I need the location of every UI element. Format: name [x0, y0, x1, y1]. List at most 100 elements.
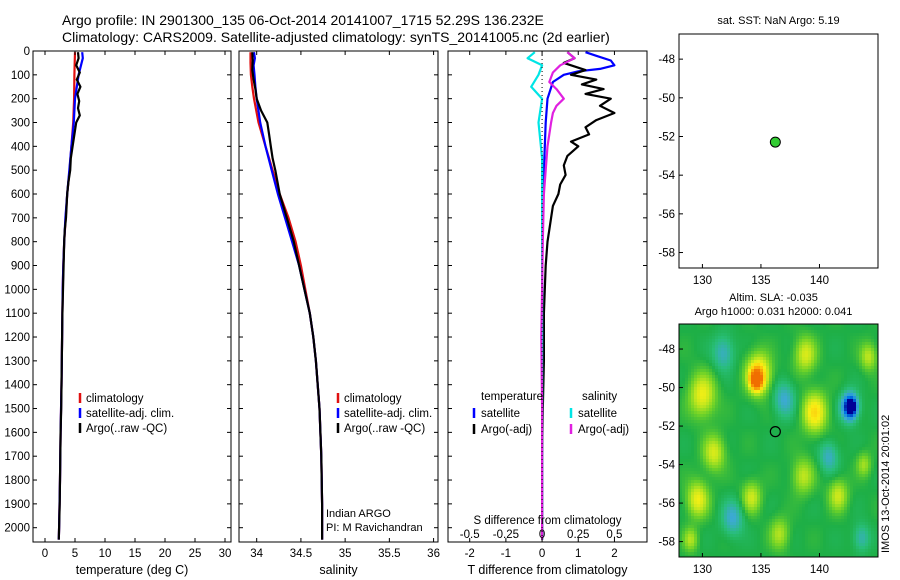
heatmap-cell: [844, 387, 848, 391]
heatmap-cell: [841, 405, 845, 409]
heatmap-cell: [694, 432, 698, 436]
heatmap-cell: [853, 471, 857, 475]
heatmap-cell: [724, 372, 728, 376]
heatmap-cell: [739, 462, 743, 466]
heatmap-cell: [856, 384, 860, 388]
heatmap-cell: [811, 354, 815, 358]
heatmap-cell: [799, 330, 803, 334]
heatmap-cell: [823, 498, 827, 502]
heatmap-cell: [865, 531, 869, 535]
heatmap-cell: [742, 444, 746, 448]
heatmap-cell: [730, 519, 734, 523]
heatmap-cell: [697, 324, 701, 328]
heatmap-cell: [859, 390, 863, 394]
heatmap-cell: [850, 351, 854, 355]
heatmap-cell: [748, 525, 752, 529]
heatmap-cell: [796, 483, 800, 487]
heatmap-cell: [754, 402, 758, 406]
heatmap-cell: [697, 477, 701, 481]
heatmap-cell: [679, 345, 683, 349]
heatmap-cell: [724, 504, 728, 508]
heatmap-cell: [721, 465, 725, 469]
heatmap-cell: [733, 468, 737, 472]
heatmap-cell: [841, 480, 845, 484]
heatmap-cell: [868, 459, 872, 463]
heatmap-cell: [814, 393, 818, 397]
heatmap-cell: [754, 522, 758, 526]
plot-frame: [447, 50, 648, 543]
heatmap-cell: [847, 483, 851, 487]
heatmap-cell: [691, 363, 695, 367]
heatmap-cell: [811, 390, 815, 394]
heatmap-cell: [781, 342, 785, 346]
heatmap-cell: [817, 393, 821, 397]
heatmap-cell: [838, 504, 842, 508]
heatmap-cell: [700, 444, 704, 448]
heatmap-cell: [811, 363, 815, 367]
heatmap-cell: [850, 342, 854, 346]
heatmap-cell: [682, 384, 686, 388]
heatmap-cell: [754, 438, 758, 442]
heatmap-cell: [769, 348, 773, 352]
heatmap-cell: [787, 426, 791, 430]
heatmap-cell: [808, 498, 812, 502]
heatmap-cell: [766, 459, 770, 463]
heatmap-cell: [874, 501, 878, 505]
heatmap-cell: [841, 444, 845, 448]
heatmap-cell: [688, 426, 692, 430]
heatmap-cell: [847, 405, 851, 409]
heatmap-cell: [763, 528, 767, 532]
heatmap-cell: [778, 447, 782, 451]
heatmap-cell: [736, 324, 740, 328]
heatmap-cell: [739, 486, 743, 490]
heatmap-cell: [685, 414, 689, 418]
heatmap-cell: [757, 441, 761, 445]
heatmap-cell: [694, 366, 698, 370]
heatmap-cell: [739, 510, 743, 514]
heatmap-cell: [721, 408, 725, 412]
heatmap-cell: [844, 369, 848, 373]
heatmap-cell: [730, 420, 734, 424]
heatmap-cell: [778, 408, 782, 412]
heatmap-cell: [805, 396, 809, 400]
heatmap-cell: [703, 480, 707, 484]
heatmap-cell: [793, 501, 797, 505]
heatmap-cell: [805, 459, 809, 463]
heatmap-cell: [814, 453, 818, 457]
heatmap-cell: [700, 519, 704, 523]
heatmap-cell: [799, 468, 803, 472]
heatmap-cell: [811, 432, 815, 436]
y-tick-label: 600: [11, 189, 30, 201]
heatmap-cell: [766, 339, 770, 343]
heatmap-cell: [808, 432, 812, 436]
heatmap-cell: [745, 336, 749, 340]
heatmap-cell: [832, 513, 836, 517]
heatmap-cell: [679, 432, 683, 436]
heatmap-cell: [682, 420, 686, 424]
heatmap-cell: [871, 525, 875, 529]
heatmap-cell: [763, 393, 767, 397]
heatmap-cell: [817, 459, 821, 463]
heatmap-cell: [706, 399, 710, 403]
heatmap-cell: [733, 516, 737, 520]
heatmap-cell: [865, 504, 869, 508]
heatmap-cell: [760, 483, 764, 487]
heatmap-cell: [748, 501, 752, 505]
legend-label: satellite-adj. clim.: [86, 408, 174, 420]
heatmap-cell: [715, 495, 719, 499]
heatmap-cell: [817, 474, 821, 478]
heatmap-cell: [742, 381, 746, 385]
heatmap-cell: [865, 519, 869, 523]
heatmap-cell: [817, 501, 821, 505]
heatmap-cell: [823, 378, 827, 382]
heatmap-cell: [763, 360, 767, 364]
heatmap-cell: [706, 405, 710, 409]
heatmap-cell: [850, 507, 854, 511]
heatmap-cell: [805, 531, 809, 535]
heatmap-cell: [793, 522, 797, 526]
heatmap-cell: [706, 381, 710, 385]
heatmap-cell: [718, 402, 722, 406]
heatmap-cell: [874, 360, 878, 364]
heatmap-cell: [847, 471, 851, 475]
heatmap-cell: [850, 348, 854, 352]
